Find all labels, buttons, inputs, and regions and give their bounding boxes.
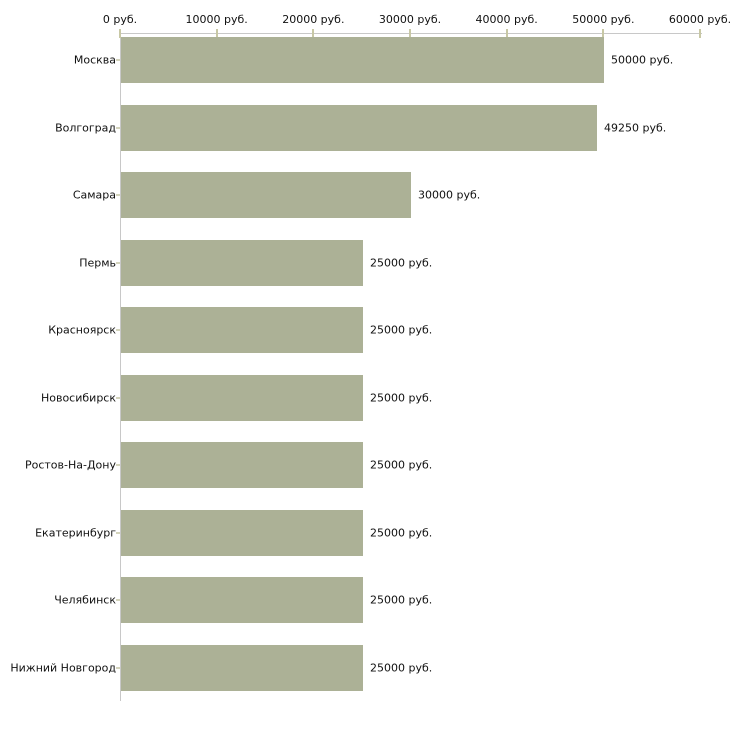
y-axis-tick — [116, 261, 120, 264]
bar-value-label: 25000 руб. — [370, 323, 433, 337]
bar-value-label: 25000 руб. — [370, 526, 433, 539]
bar — [121, 172, 411, 218]
category-label: Новосибирск — [40, 391, 116, 404]
category-label: Москва — [73, 53, 116, 67]
bar — [121, 374, 363, 421]
y-axis-tick — [116, 396, 120, 399]
x-axis-tick-label: 30000 руб. — [378, 13, 442, 26]
category-label: Челябинск — [54, 593, 116, 607]
y-axis-tick — [116, 194, 120, 196]
x-axis-tick — [119, 29, 121, 38]
x-axis-tick-label: 0 руб. — [102, 13, 138, 26]
x-axis-tick-label: 10000 руб. — [185, 13, 248, 26]
y-axis-tick — [116, 59, 120, 61]
bar — [121, 509, 363, 556]
category-label: Волгоград — [55, 121, 116, 134]
bar-value-label: 49250 руб. — [604, 121, 667, 134]
bar — [121, 442, 363, 488]
bar-value-label: 25000 руб. — [370, 391, 433, 404]
category-label: Екатеринбург — [35, 526, 116, 539]
bar — [121, 37, 604, 83]
bar — [121, 644, 363, 691]
bar-value-label: 25000 руб. — [370, 458, 433, 472]
y-axis-tick — [116, 666, 120, 669]
y-axis-tick — [116, 464, 120, 466]
x-axis-tick — [312, 29, 315, 38]
category-label: Пермь — [79, 256, 116, 269]
bar — [121, 239, 363, 286]
bar-value-label: 30000 руб. — [418, 188, 481, 202]
x-axis-tick-label: 40000 руб. — [475, 13, 538, 26]
x-axis-tick-label: 20000 руб. — [282, 13, 345, 26]
category-label: Ростов-На-Дону — [24, 458, 116, 472]
x-axis-tick — [602, 29, 605, 38]
x-axis-tick — [699, 29, 701, 38]
y-axis-line — [120, 33, 121, 701]
x-axis-tick-label: 60000 руб. — [668, 13, 730, 26]
bar-value-label: 25000 руб. — [370, 661, 433, 674]
y-axis-tick — [116, 329, 120, 331]
y-axis-tick — [116, 531, 120, 534]
y-axis-tick — [116, 599, 120, 601]
x-axis-tick — [409, 29, 411, 38]
y-axis-tick — [116, 126, 120, 129]
category-label: Нижний Новгород — [10, 661, 116, 674]
bar-value-label: 25000 руб. — [370, 593, 433, 607]
bar-value-label: 50000 руб. — [611, 53, 674, 67]
bar — [121, 307, 363, 353]
category-label: Самара — [72, 188, 116, 202]
x-axis-tick — [215, 29, 218, 38]
bar-value-label: 25000 руб. — [370, 256, 433, 269]
bar — [121, 577, 363, 623]
bar — [121, 104, 597, 151]
x-axis-tick-label: 50000 руб. — [572, 13, 635, 26]
x-axis-tick — [505, 29, 508, 38]
x-axis-line — [120, 33, 702, 34]
category-label: Красноярск — [48, 323, 116, 337]
